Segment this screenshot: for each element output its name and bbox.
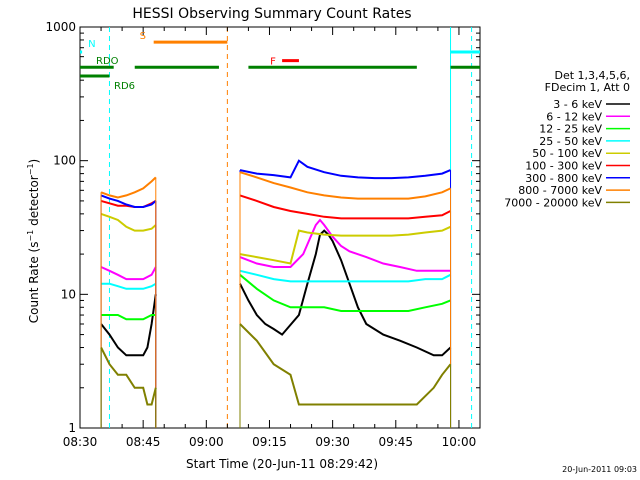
marker-s-label: S (140, 31, 146, 42)
marker-rd6-label: RD6 (114, 81, 135, 92)
legend-label-3to6kev: 3 - 6 keV (553, 98, 602, 111)
legend-label-7000to20000kev: 7000 - 20000 keV (504, 196, 602, 209)
legend-label-100to300kev: 100 - 300 keV (525, 160, 602, 173)
legend-label-800to7000kev: 800 - 7000 keV (518, 184, 602, 197)
series-3to6kev-line-0 (100, 294, 157, 357)
timestamp: 20-Jun-2011 09:03 (562, 465, 637, 474)
series-25to50kev-line-0 (101, 282, 157, 290)
plot-frame (79, 26, 481, 429)
series-800to7000kev-line-0 (100, 176, 157, 199)
y-tick-label-2: 100 (53, 154, 76, 168)
legend-label-25to50kev: 25 - 50 keV (539, 135, 602, 148)
series-6to12kev-line-1 (239, 218, 451, 272)
x-axis-label: Start Time (20-Jun-11 08:29:42) (186, 457, 378, 471)
legend-label-50to100kev: 50 - 100 keV (532, 147, 602, 160)
x-tick-label-1: 08:45 (126, 435, 161, 449)
marker-n-label: N (88, 39, 95, 50)
x-tick-label-2: 09:00 (189, 435, 224, 449)
plot-area: 1 10 100 1000 08:30 08:45 09:00 09:15 09:30 09:45… (45, 20, 630, 449)
chart-title: HESSI Observing Summary Count Rates (132, 6, 411, 22)
series-300to800kev-line-1 (239, 159, 451, 180)
series-6to12kev-line-0 (100, 266, 157, 281)
y-axis-label: Count Rate (s−1 detector−1) (26, 159, 41, 323)
series-50to100kev-line-0 (100, 212, 157, 232)
series-300to800kev-line-0 (100, 194, 157, 208)
series-50to100kev-line-1 (239, 225, 451, 265)
x-tick-label-4: 09:30 (315, 435, 350, 449)
y-tick-label-1: 10 (61, 287, 76, 301)
series-7000to20000kev-line-1 (239, 323, 452, 406)
x-tick-label-5: 09:45 (378, 435, 413, 449)
legend-label-12to25kev: 12 - 25 keV (539, 123, 602, 136)
marker-rdo-label: RDO (96, 56, 119, 67)
series-7000to20000kev-line-0 (100, 347, 157, 406)
y-tick-label-0: 1 (68, 421, 76, 435)
x-tick-label-0: 08:30 (63, 435, 98, 449)
x-tick-label-3: 09:15 (252, 435, 287, 449)
legend-label-6to12kev: 6 - 12 keV (546, 110, 602, 123)
y-tick-label-3: 1000 (45, 20, 76, 34)
series-800to7000kev-line-1 (239, 171, 451, 200)
legend-label-300to800kev: 300 - 800 keV (525, 172, 602, 185)
series-12to25kev-line-1 (239, 274, 451, 312)
x-tick-label-6: 10:00 (442, 435, 477, 449)
series-100to300kev-line-1 (239, 194, 451, 220)
series-25to50kev-line-1 (239, 269, 451, 283)
legend-title-line-2: FDecim 1, Att 0 (545, 81, 630, 94)
marker-f-label: F (270, 57, 276, 68)
legend-title-line-1: Det 1,3,4,5,6, (554, 69, 630, 82)
series-12to25kev-line-0 (101, 314, 156, 321)
